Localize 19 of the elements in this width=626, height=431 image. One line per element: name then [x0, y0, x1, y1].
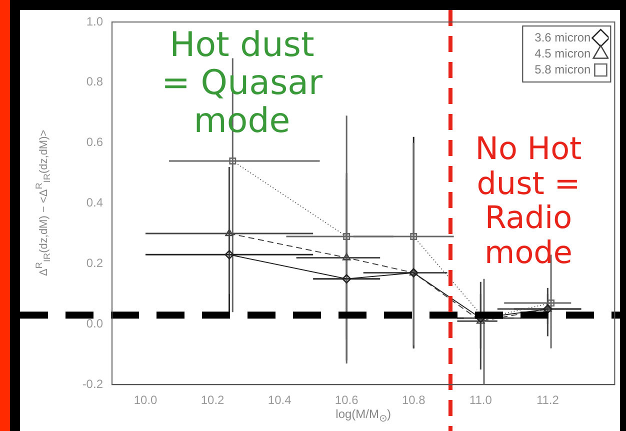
y-tick-label: 0.4: [86, 196, 104, 210]
legend-label: 3.6 micron: [534, 30, 591, 44]
x-tick-label: 11.0: [469, 393, 492, 408]
x-tick-label: 10.8: [402, 393, 426, 408]
x-tick-label: 10.2: [200, 393, 225, 408]
x-tick-label: 10.0: [134, 393, 158, 408]
y-tick-label: 0.8: [86, 74, 104, 89]
x-axis-title: log(M/M$_{⊙}$): [334, 406, 392, 424]
y-tick-label: 1.0: [86, 14, 104, 28]
y-tick-label: 0.6: [86, 135, 104, 150]
y-tick-label: 0.2: [86, 256, 104, 270]
annotation: No Hot dust = Radio mode: [474, 131, 583, 272]
legend-label: 4.5 micron: [534, 46, 591, 60]
x-tick-label: 10.6: [334, 393, 359, 408]
x-tick-label: 10.4: [268, 393, 292, 408]
y-tick-label: -0.2: [82, 376, 104, 391]
x-tick-label: 11.2: [536, 393, 560, 408]
legend-label: 5.8 micron: [534, 62, 591, 76]
y-tick-label: 0.0: [86, 316, 104, 330]
